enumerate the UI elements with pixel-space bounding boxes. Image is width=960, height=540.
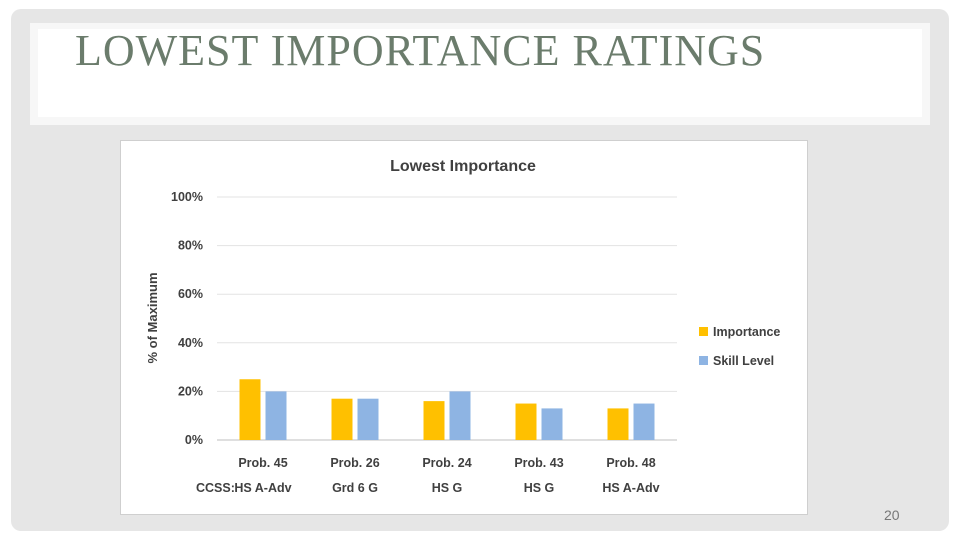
legend-swatch — [699, 356, 708, 365]
y-tick-label: 40% — [178, 336, 203, 350]
bar-importance — [515, 403, 537, 440]
bar-importance — [423, 401, 445, 440]
ccss-labels: CCSS: HS A-Adv Grd 6 G HS G HS G HS A-Adv — [196, 481, 660, 495]
bar-importance — [239, 379, 261, 440]
legend-swatch — [699, 327, 708, 336]
bar-importance — [607, 408, 629, 440]
grid-lines — [217, 196, 677, 441]
y-tick-label: 60% — [178, 287, 203, 301]
legend: Importance Skill Level — [699, 325, 780, 368]
x-tick-label: Prob. 45 — [238, 456, 287, 470]
bars — [239, 379, 655, 440]
chart-title: Lowest Importance — [390, 158, 536, 175]
slide-title: LOWEST IMPORTANCE RATINGS — [75, 26, 766, 75]
page-number: 20 — [884, 507, 900, 523]
ccss-label: HS A-Adv — [234, 481, 291, 495]
x-tick-label: Prob. 48 — [606, 456, 655, 470]
x-tick-labels: Prob. 45 Prob. 26 Prob. 24 Prob. 43 Prob. 48 — [238, 456, 655, 470]
y-tick-labels: 0% 20% 40% 60% 80% 100% — [171, 190, 203, 447]
title-bar — [30, 23, 930, 125]
bar-skill-level — [541, 408, 563, 440]
y-tick-label: 100% — [171, 190, 203, 204]
y-tick-label: 20% — [178, 384, 203, 398]
y-axis-label: % of Maximum — [145, 272, 160, 363]
bar-chart: Lowest Importance % of Maximum 0% 20% 40% 6… — [145, 158, 780, 495]
x-tick-label: Prob. 26 — [330, 456, 379, 470]
legend-label: Skill Level — [713, 354, 774, 368]
ccss-prefix-label: CCSS: — [196, 481, 235, 495]
chart-frame: Lowest Importance % of Maximum 0% 20% 40% 6… — [120, 140, 808, 515]
bar-skill-level — [633, 403, 655, 440]
ccss-label: Grd 6 G — [332, 481, 378, 495]
bar-skill-level — [357, 398, 379, 440]
ccss-label: HS G — [432, 481, 463, 495]
title-panel — [38, 29, 922, 117]
bar-skill-level — [265, 391, 287, 440]
x-tick-label: Prob. 43 — [514, 456, 563, 470]
x-tick-label: Prob. 24 — [422, 456, 471, 470]
bar-skill-level — [449, 391, 471, 440]
y-tick-label: 80% — [178, 239, 203, 253]
bar-importance — [331, 398, 353, 440]
legend-label: Importance — [713, 325, 780, 339]
y-tick-label: 0% — [185, 433, 203, 447]
ccss-label: HS G — [524, 481, 555, 495]
ccss-label: HS A-Adv — [602, 481, 659, 495]
